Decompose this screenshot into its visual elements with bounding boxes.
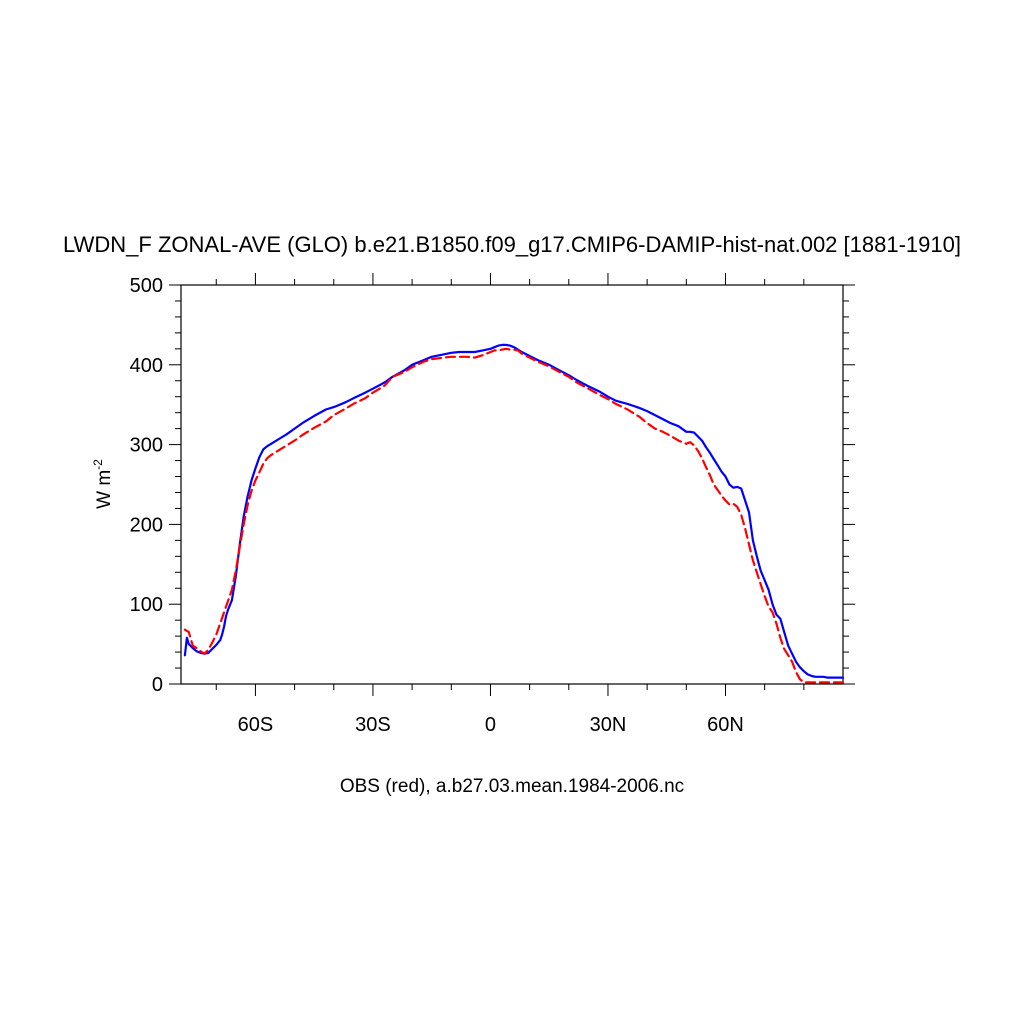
tick-marks — [169, 273, 855, 696]
x-tick-label: 60S — [238, 714, 274, 736]
x-axis-label: OBS (red), a.b27.03.mean.1984-2006.nc — [340, 776, 684, 797]
y-axis-label-main: W m — [94, 470, 115, 509]
x-tick-label: 0 — [485, 714, 496, 736]
x-tick-labels: 60S 30S 0 30N 60N — [238, 714, 744, 736]
y-tick-label: 200 — [130, 514, 163, 536]
plot-frame — [180, 284, 844, 685]
plot-border — [180, 284, 844, 685]
chart-title: LWDN_F ZONAL-AVE (GLO) b.e21.B1850.f09_g… — [63, 232, 961, 257]
y-tick-labels: 0 100 200 300 400 500 — [130, 275, 163, 696]
y-axis-label-exponent: -2 — [91, 459, 105, 470]
y-tick-label: 100 — [130, 594, 163, 616]
y-tick-label: 300 — [130, 435, 163, 457]
y-axis-label: W m-2 — [91, 459, 115, 509]
x-tick-label: 30N — [590, 714, 627, 736]
y-tick-label: 0 — [152, 674, 163, 696]
y-tick-label: 400 — [130, 355, 163, 377]
x-tick-label: 60N — [707, 714, 744, 736]
series-layer — [183, 343, 845, 684]
series-line-1 — [183, 343, 845, 679]
x-tick-label: 30S — [355, 714, 391, 736]
series-line-2 — [183, 347, 845, 684]
y-tick-label: 500 — [130, 275, 163, 297]
